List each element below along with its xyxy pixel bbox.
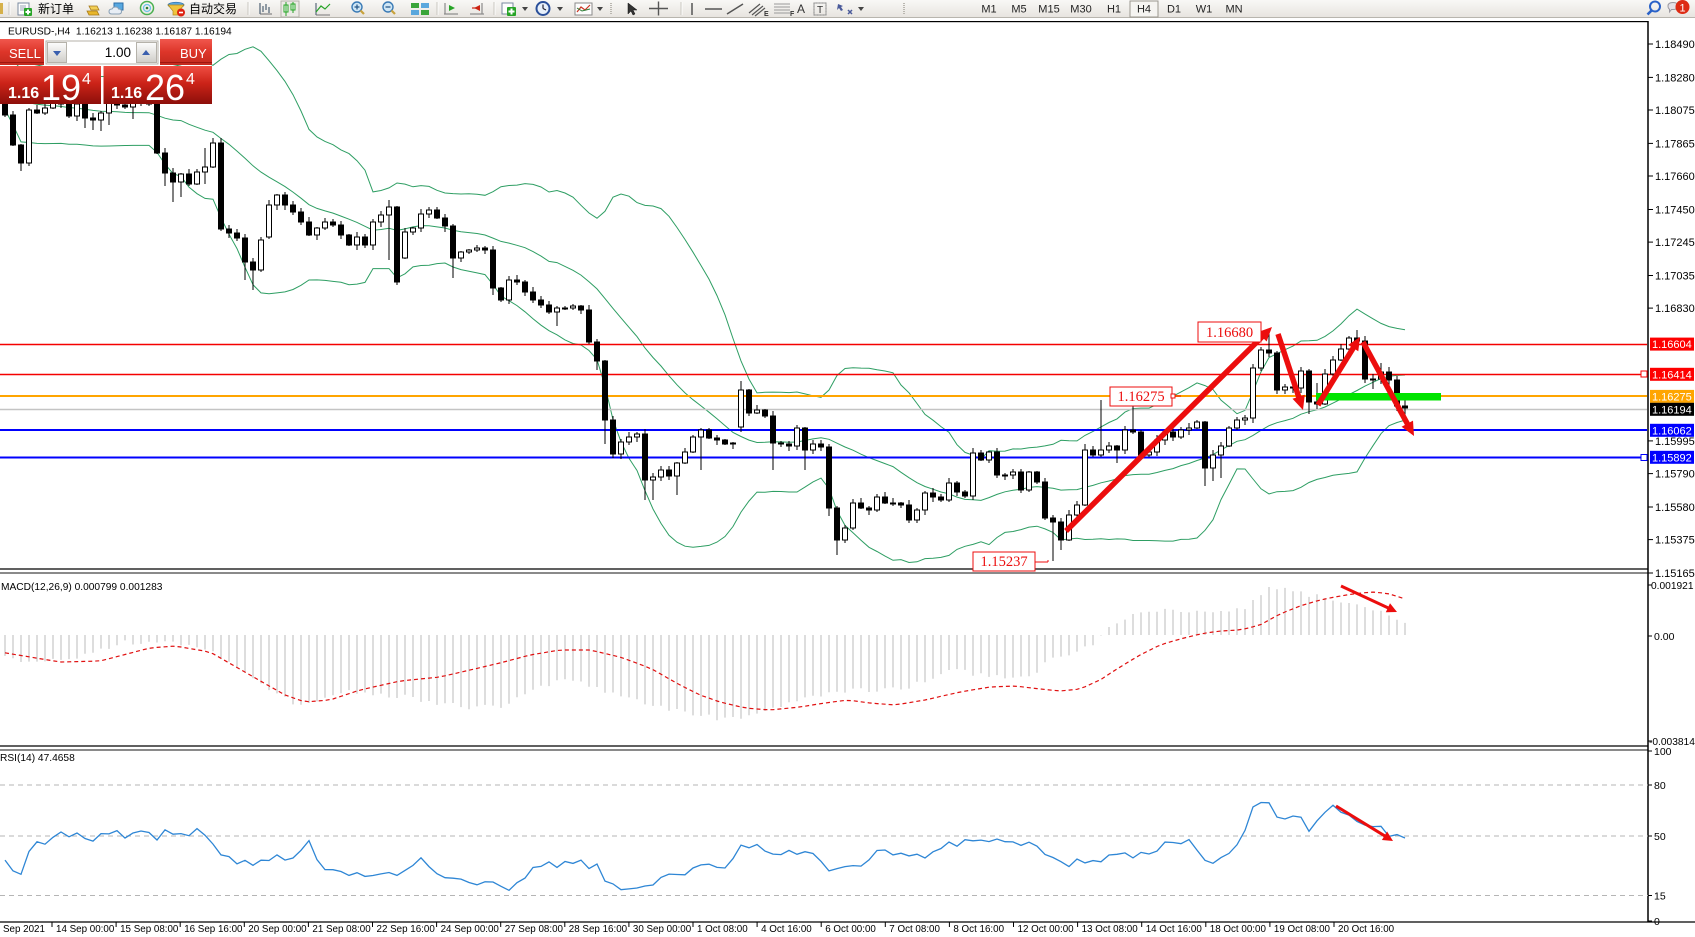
- svg-text:1.16604: 1.16604: [1652, 339, 1692, 351]
- svg-text:13 Oct 08:00: 13 Oct 08:00: [1082, 924, 1139, 935]
- svg-text:1.16414: 1.16414: [1652, 369, 1692, 381]
- svg-text:-0.003814: -0.003814: [1649, 737, 1695, 748]
- svg-text:8 Oct 16:00: 8 Oct 16:00: [953, 924, 1004, 935]
- svg-text:M30: M30: [1070, 4, 1091, 16]
- svg-text:1.16062: 1.16062: [1652, 425, 1692, 437]
- svg-text:1.17450: 1.17450: [1655, 205, 1695, 217]
- svg-text:1.16194: 1.16194: [1652, 404, 1692, 416]
- svg-text:新订单: 新订单: [38, 1, 74, 16]
- svg-text:1 Oct 08:00: 1 Oct 08:00: [697, 924, 748, 935]
- svg-text:15: 15: [1654, 891, 1666, 903]
- svg-text:1.17035: 1.17035: [1655, 271, 1695, 283]
- svg-text:A: A: [797, 2, 805, 16]
- svg-text:EURUSD-,H4 1.16213 1.16238 1.: EURUSD-,H4 1.16213 1.16238 1.16187 1.161…: [8, 27, 232, 38]
- svg-text:21 Sep 08:00: 21 Sep 08:00: [312, 924, 371, 935]
- svg-text:1.18280: 1.18280: [1655, 72, 1695, 84]
- svg-text:19 Oct 08:00: 19 Oct 08:00: [1274, 924, 1331, 935]
- svg-text:1.16275: 1.16275: [1652, 391, 1692, 403]
- svg-text:15 Sep 08:00: 15 Sep 08:00: [120, 924, 179, 935]
- svg-text:M1: M1: [981, 4, 996, 16]
- svg-text:19: 19: [41, 67, 81, 108]
- svg-text:1.15375: 1.15375: [1655, 535, 1695, 547]
- svg-text:1.00: 1.00: [105, 45, 131, 60]
- svg-text:16 Sep 16:00: 16 Sep 16:00: [184, 924, 243, 935]
- svg-text:24 Sep 00:00: 24 Sep 00:00: [441, 924, 500, 935]
- svg-text:30 Sep 00:00: 30 Sep 00:00: [633, 924, 692, 935]
- svg-text:D1: D1: [1167, 4, 1181, 16]
- svg-text:H4: H4: [1137, 4, 1151, 16]
- svg-text:SELL: SELL: [9, 46, 41, 61]
- svg-text:1.16830: 1.16830: [1655, 303, 1695, 315]
- svg-text:1.17245: 1.17245: [1655, 237, 1695, 249]
- svg-text:1.17865: 1.17865: [1655, 138, 1695, 150]
- svg-text:E: E: [764, 11, 769, 18]
- svg-text:4: 4: [186, 71, 195, 88]
- svg-text:18 Oct 00:00: 18 Oct 00:00: [1210, 924, 1267, 935]
- svg-text:1.15165: 1.15165: [1655, 568, 1695, 580]
- svg-text:7 Oct 08:00: 7 Oct 08:00: [889, 924, 940, 935]
- svg-text:MACD(12,26,9) 0.000799 0.00128: MACD(12,26,9) 0.000799 0.001283: [1, 582, 163, 593]
- svg-text:自动交易: 自动交易: [189, 1, 237, 16]
- svg-text:H1: H1: [1107, 4, 1121, 16]
- svg-text:MN: MN: [1225, 4, 1242, 16]
- svg-text:1.16275: 1.16275: [1117, 389, 1164, 405]
- svg-text:14 Sep 00:00: 14 Sep 00:00: [56, 924, 115, 935]
- svg-text:12 Oct 00:00: 12 Oct 00:00: [1018, 924, 1075, 935]
- svg-text:1.15580: 1.15580: [1655, 502, 1695, 514]
- svg-text:80: 80: [1654, 780, 1666, 792]
- svg-text:F: F: [790, 11, 795, 18]
- svg-text:28 Sep 16:00: 28 Sep 16:00: [569, 924, 628, 935]
- svg-text:1.16680: 1.16680: [1206, 325, 1253, 341]
- svg-text:1.18490: 1.18490: [1655, 39, 1695, 51]
- svg-text:22 Sep 16:00: 22 Sep 16:00: [377, 924, 436, 935]
- svg-text:W1: W1: [1196, 4, 1213, 16]
- svg-text:1.15995: 1.15995: [1655, 436, 1695, 448]
- svg-text:27 Sep 08:00: 27 Sep 08:00: [505, 924, 564, 935]
- svg-text:0: 0: [1654, 916, 1660, 928]
- svg-text:50: 50: [1654, 831, 1666, 843]
- svg-text:0.001921: 0.001921: [1651, 581, 1694, 592]
- svg-text:6 Oct 00:00: 6 Oct 00:00: [825, 924, 876, 935]
- svg-text:20 Sep 00:00: 20 Sep 00:00: [248, 924, 307, 935]
- svg-text:1.15790: 1.15790: [1655, 469, 1695, 481]
- svg-text:1.16: 1.16: [111, 85, 142, 102]
- svg-text:Sep 2021: Sep 2021: [3, 924, 45, 935]
- svg-text:4: 4: [82, 71, 91, 88]
- svg-text:1.18075: 1.18075: [1655, 105, 1695, 117]
- svg-text:T: T: [817, 5, 823, 16]
- svg-text:M15: M15: [1038, 4, 1059, 16]
- svg-text:BUY: BUY: [180, 46, 207, 61]
- svg-text:1: 1: [1679, 3, 1685, 15]
- svg-text:1.15892: 1.15892: [1652, 452, 1692, 464]
- svg-text:RSI(14) 47.4658: RSI(14) 47.4658: [0, 753, 75, 764]
- svg-text:100: 100: [1654, 746, 1672, 758]
- svg-text:M5: M5: [1011, 4, 1026, 16]
- svg-text:0.00: 0.00: [1654, 631, 1675, 643]
- svg-text:4 Oct 16:00: 4 Oct 16:00: [761, 924, 812, 935]
- svg-text:1.16: 1.16: [8, 85, 39, 102]
- svg-text:14 Oct 16:00: 14 Oct 16:00: [1146, 924, 1203, 935]
- svg-text:20 Oct 16:00: 20 Oct 16:00: [1338, 924, 1395, 935]
- svg-text:1.15237: 1.15237: [980, 554, 1027, 570]
- svg-text:1.17660: 1.17660: [1655, 171, 1695, 183]
- svg-text:26: 26: [145, 67, 185, 108]
